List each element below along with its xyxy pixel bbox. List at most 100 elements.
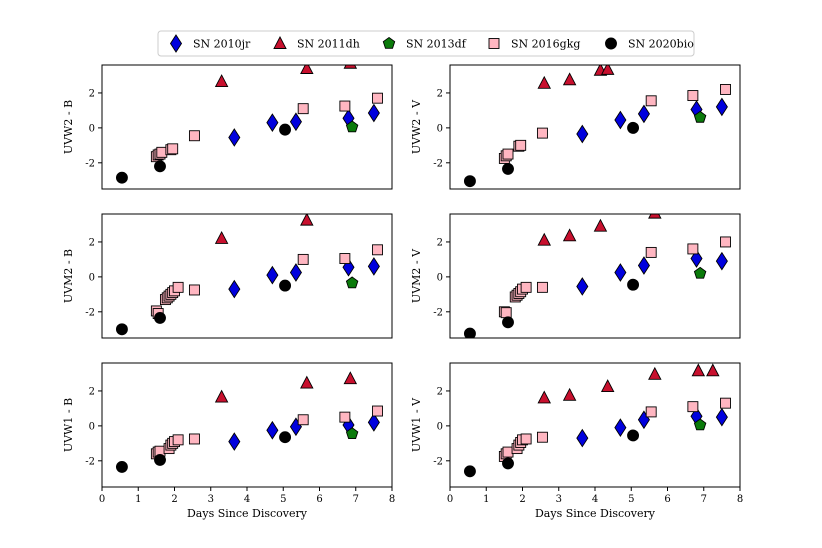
point-sn-2010jr [576,277,589,296]
y-tick-label: 2 [89,88,95,99]
panel-uvw2-v: -2 0 2 UVW2 - V [410,64,741,190]
point-sn-2011dh [300,375,314,389]
point-sn-2020bio [279,279,292,292]
point-sn-2010jr [228,128,241,147]
plot-area [115,214,383,336]
point-sn-2020bio [502,457,514,470]
x-tick-label: 7 [353,494,359,505]
x-tick-label: 6 [664,494,670,505]
axes-frame [101,64,393,190]
point-sn-2016gkg [536,431,548,443]
y-tick-label: -2 [85,456,95,467]
plot-area [463,65,731,188]
point-sn-2016gkg [687,401,699,413]
legend-frame [157,30,695,57]
point-sn-2016gkg [339,100,351,112]
point-sn-2016gkg [536,281,548,293]
point-sn-2016gkg [297,103,309,115]
point-sn-2010jr [228,432,241,451]
point-sn-2010jr [715,251,728,271]
point-sn-2016gkg [500,307,512,319]
point-sn-2016gkg [720,397,731,409]
point-sn-2016gkg [339,253,351,264]
y-tick-label: 0 [89,123,95,134]
point-sn-2016gkg [720,236,731,248]
point-sn-2016gkg [297,253,309,265]
legend-marker-sn-2013df [382,36,396,49]
point-sn-2016gkg [536,127,548,139]
legend-marker-sn-2011dh [273,36,287,49]
point-sn-2011dh [691,363,706,377]
plot-area [463,363,731,478]
legend-label-sn-2016gkg: SN 2016gkg [511,38,580,51]
point-sn-2011dh [214,230,229,244]
point-sn-2011dh [343,65,358,69]
point-sn-2011dh [214,389,229,403]
y-tick-label: 0 [437,272,443,283]
point-sn-2011dh [537,390,551,404]
legend-entry-sn-2013df: SN 2013df [382,36,467,51]
legend-marker-sn-2020bio [605,37,617,50]
point-sn-2010jr [266,265,279,285]
point-sn-2016gkg [297,414,309,426]
point-sn-2011dh [562,72,577,86]
point-sn-2010jr [367,413,380,432]
x-tick-label: 3 [556,494,562,505]
axes-frame [449,362,741,488]
point-sn-2016gkg [372,405,383,417]
x-tick-label: 1 [135,494,141,505]
y-tick-label: -2 [85,307,95,318]
point-sn-2010jr [614,263,627,282]
point-sn-2020bio [279,431,292,444]
point-sn-2013df [693,266,707,279]
point-sn-2020bio [502,316,514,329]
x-tick-label: 2 [519,494,525,505]
axes-frame [449,213,741,339]
y-tick-label: 0 [437,123,443,134]
legend-entry-sn-2020bio: SN 2020bio [605,37,694,51]
point-sn-2020bio [154,453,166,466]
y-tick-label: 0 [89,421,95,432]
y-tick-label: 2 [437,386,443,397]
point-sn-2016gkg [188,433,200,445]
y-tick-label: 0 [89,272,95,283]
legend: SN 2010jr SN 2011dh SN 2013df SN 2016gkg SN … [157,30,695,57]
point-sn-2011dh [300,214,314,226]
x-tick-label: 5 [280,494,286,505]
point-sn-2011dh [706,363,720,377]
point-sn-2013df [693,110,707,123]
y-tick-label: 0 [437,421,443,432]
x-tick-label: 0 [447,494,453,505]
point-sn-2020bio [115,460,128,473]
point-sn-2011dh [537,232,551,246]
point-sn-2010jr [637,256,650,275]
point-sn-2016gkg [172,434,184,446]
x-tick-label: 1 [483,494,489,505]
point-sn-2010jr [266,420,279,440]
y-tick-label: 2 [89,237,95,248]
y-tick-label: 2 [437,88,443,99]
y-axis-label: UVW1 - B [62,398,75,452]
point-sn-2016gkg [645,95,657,107]
legend-entry-sn-2010jr: SN 2010jr [169,34,251,53]
point-sn-2020bio [463,327,476,338]
point-sn-2010jr [576,428,589,448]
x-tick-label: 4 [592,494,598,505]
point-sn-2010jr [289,263,302,282]
y-axis-label: UVW1 - V [410,397,423,452]
y-axis-label: UVM2 - V [410,248,423,303]
point-sn-2016gkg [502,148,514,160]
point-sn-2011dh [562,228,577,242]
point-sn-2010jr [367,103,380,123]
x-axis-label: Days Since Discovery [187,507,308,520]
point-sn-2010jr [715,97,728,117]
plot-area [463,214,731,338]
plot-area [115,371,383,473]
point-sn-2011dh [214,74,229,88]
point-sn-2016gkg [372,244,383,256]
point-sn-2016gkg [167,143,179,155]
point-sn-2010jr [576,124,589,144]
y-axis-label: UVM2 - B [62,249,75,303]
point-sn-2013df [345,276,359,289]
x-tick-label: 7 [701,494,707,505]
